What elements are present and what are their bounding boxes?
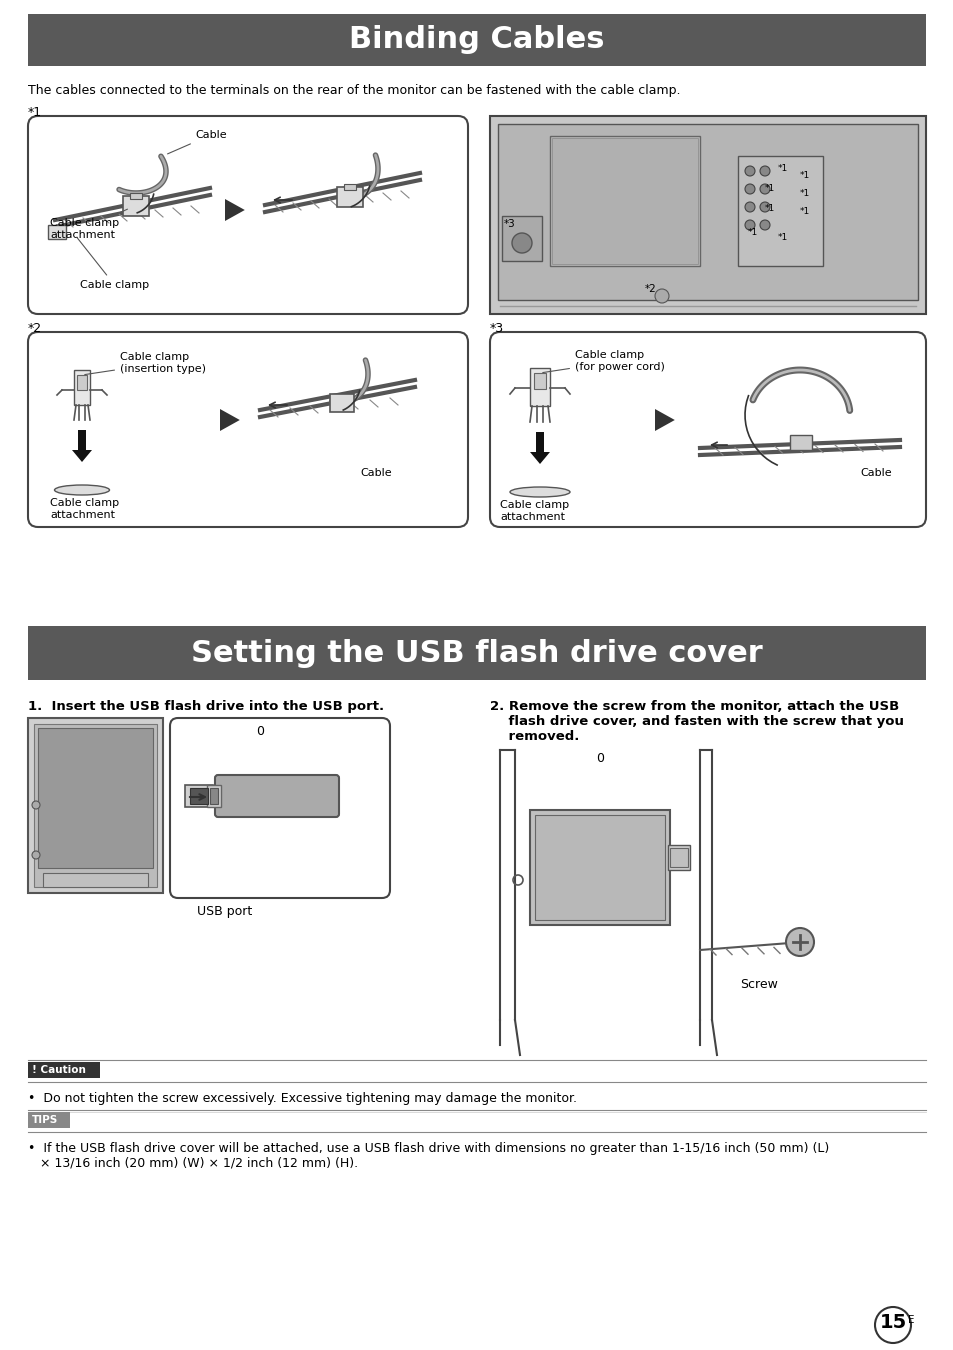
Bar xyxy=(536,432,543,452)
Text: ! Caution: ! Caution xyxy=(32,1065,86,1075)
Text: •  Do not tighten the screw excessively. Excessive tightening may damage the mon: • Do not tighten the screw excessively. … xyxy=(28,1092,577,1106)
Bar xyxy=(669,848,687,867)
Circle shape xyxy=(744,220,754,230)
Text: Setting the USB flash drive cover: Setting the USB flash drive cover xyxy=(191,639,762,667)
Text: TIPS: TIPS xyxy=(32,1115,58,1125)
Bar xyxy=(28,1062,100,1079)
Text: *1: *1 xyxy=(800,171,809,180)
Text: *2: *2 xyxy=(644,284,656,294)
FancyBboxPatch shape xyxy=(170,718,390,898)
Bar xyxy=(667,845,689,869)
Bar xyxy=(78,431,86,450)
Text: •  If the USB flash drive cover will be attached, use a USB flash drive with dim: • If the USB flash drive cover will be a… xyxy=(28,1142,828,1170)
Circle shape xyxy=(760,166,769,176)
Circle shape xyxy=(744,184,754,194)
Bar xyxy=(497,124,917,300)
Bar xyxy=(77,375,87,390)
Text: Cable clamp
attachment: Cable clamp attachment xyxy=(499,500,569,521)
Text: Cable clamp
(for power cord): Cable clamp (for power cord) xyxy=(542,350,664,373)
Circle shape xyxy=(32,801,40,809)
Circle shape xyxy=(655,289,668,302)
Bar xyxy=(789,435,811,450)
Text: Screw: Screw xyxy=(740,977,777,991)
Bar xyxy=(552,138,698,265)
Text: 1.  Insert the USB flash drive into the USB port.: 1. Insert the USB flash drive into the U… xyxy=(28,701,384,713)
Circle shape xyxy=(760,184,769,194)
Text: Cable clamp: Cable clamp xyxy=(76,238,149,290)
Bar xyxy=(530,810,669,925)
Bar xyxy=(130,193,142,198)
Text: 15: 15 xyxy=(879,1314,905,1332)
Circle shape xyxy=(760,220,769,230)
Bar xyxy=(534,373,545,389)
Ellipse shape xyxy=(510,487,569,497)
Bar xyxy=(185,784,213,807)
Bar xyxy=(28,1112,70,1129)
Text: Cable clamp
attachment: Cable clamp attachment xyxy=(50,209,128,239)
Circle shape xyxy=(785,927,813,956)
Bar xyxy=(34,724,157,887)
Text: Cable: Cable xyxy=(168,130,227,154)
Text: 0: 0 xyxy=(596,752,603,765)
Text: *3: *3 xyxy=(503,219,516,230)
Text: *1: *1 xyxy=(747,228,758,238)
Polygon shape xyxy=(530,452,550,464)
Bar xyxy=(336,188,363,207)
Bar xyxy=(74,370,90,405)
Polygon shape xyxy=(225,198,245,221)
FancyBboxPatch shape xyxy=(490,332,925,526)
Text: Binding Cables: Binding Cables xyxy=(349,26,604,54)
Text: Cable: Cable xyxy=(859,468,891,478)
Text: 2. Remove the screw from the monitor, attach the USB
    flash drive cover, and : 2. Remove the screw from the monitor, at… xyxy=(490,701,903,742)
Text: The cables connected to the terminals on the rear of the monitor can be fastened: The cables connected to the terminals on… xyxy=(28,84,679,97)
Bar xyxy=(490,116,925,315)
Circle shape xyxy=(744,166,754,176)
Bar xyxy=(123,196,149,216)
Polygon shape xyxy=(220,409,239,431)
Bar xyxy=(535,815,664,919)
Circle shape xyxy=(32,850,40,859)
Bar xyxy=(28,626,925,680)
Bar xyxy=(28,14,925,66)
Bar xyxy=(190,788,208,805)
Bar xyxy=(501,216,541,261)
FancyBboxPatch shape xyxy=(28,332,468,526)
Bar xyxy=(210,788,218,805)
Text: Cable clamp
(insertion type): Cable clamp (insertion type) xyxy=(85,352,206,374)
Bar xyxy=(344,184,355,190)
Text: *2: *2 xyxy=(28,323,42,335)
Polygon shape xyxy=(71,450,91,462)
Circle shape xyxy=(512,234,532,252)
Text: Cable clamp
attachment: Cable clamp attachment xyxy=(50,498,119,520)
FancyBboxPatch shape xyxy=(214,775,338,817)
Text: *1: *1 xyxy=(800,207,809,216)
Text: Cable: Cable xyxy=(359,468,392,478)
Text: E: E xyxy=(907,1315,914,1324)
Text: *1: *1 xyxy=(800,189,809,198)
Text: *1: *1 xyxy=(778,163,787,173)
Bar xyxy=(530,369,550,406)
Text: *1: *1 xyxy=(764,204,775,213)
Bar xyxy=(28,718,163,892)
FancyBboxPatch shape xyxy=(28,116,468,315)
Bar xyxy=(738,157,822,266)
Bar xyxy=(207,784,221,807)
Text: USB port: USB port xyxy=(197,904,253,918)
Ellipse shape xyxy=(54,485,110,495)
Bar xyxy=(330,394,354,412)
Text: *1: *1 xyxy=(28,107,42,119)
Circle shape xyxy=(744,202,754,212)
Text: *1: *1 xyxy=(764,184,775,193)
Bar xyxy=(48,225,66,239)
Bar xyxy=(550,136,700,266)
Bar xyxy=(43,873,148,887)
Text: *3: *3 xyxy=(490,323,503,335)
Circle shape xyxy=(760,202,769,212)
Text: *1: *1 xyxy=(778,234,787,242)
Text: 0: 0 xyxy=(255,725,264,738)
Polygon shape xyxy=(655,409,674,431)
Bar xyxy=(38,728,152,868)
